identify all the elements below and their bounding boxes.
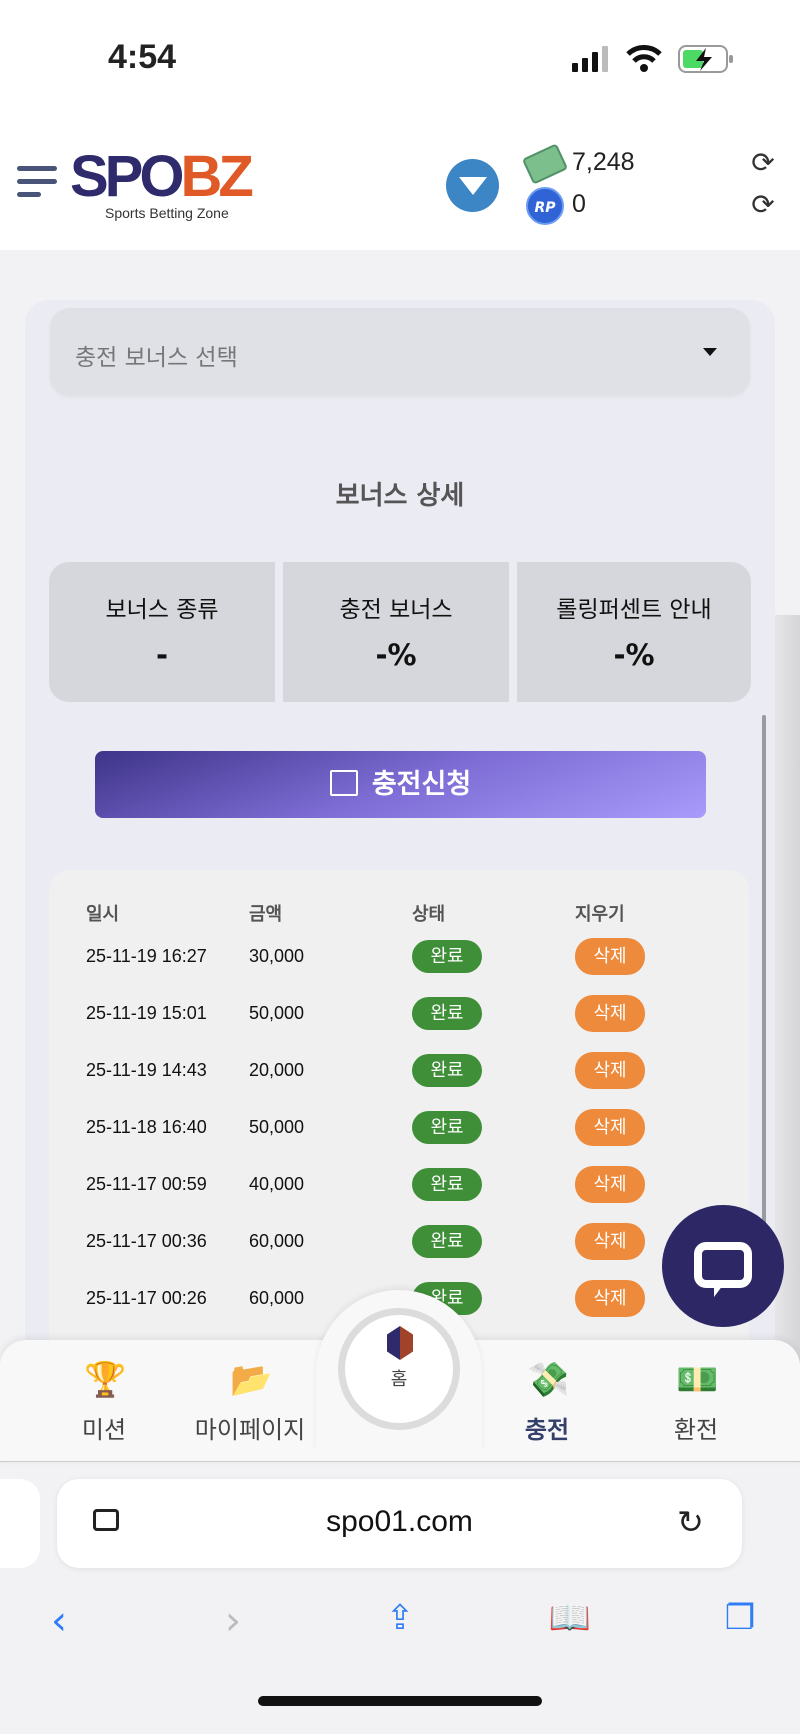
row-date: 25-11-17 00:59 [86, 1174, 207, 1194]
site-logo[interactable]: SPOBZ [70, 144, 254, 209]
folder-icon: 📂 [230, 1360, 273, 1400]
tabs-icon[interactable]: ❐ [724, 1598, 756, 1638]
battery-charging-icon [678, 45, 733, 73]
status-badge: 완료 [412, 997, 482, 1030]
delete-button[interactable]: 삭제 [575, 1280, 645, 1317]
row-amount: 50,000 [249, 1117, 305, 1137]
refresh-rp-icon[interactable]: ⟳ [751, 188, 775, 221]
home-indicator [258, 1696, 542, 1706]
col-header-amount: 금액 [249, 904, 283, 925]
apply-deposit-button[interactable]: 충전신청 [95, 751, 706, 818]
bookmarks-icon[interactable]: 📖 [548, 1598, 592, 1638]
delete-button[interactable]: 삭제 [575, 1223, 645, 1260]
previous-tab-bar[interactable] [0, 1479, 40, 1568]
bonus-type-box: 보너스 종류 - [49, 562, 275, 702]
delete-button[interactable]: 삭제 [575, 1109, 645, 1146]
account-dropdown-button[interactable] [446, 159, 499, 212]
row-date: 25-11-17 00:26 [86, 1288, 207, 1308]
withdraw-icon: 💵 [676, 1360, 719, 1400]
caret-down-icon [703, 348, 717, 356]
background-image [775, 615, 800, 1415]
rolling-percent-box: 롤링퍼센트 안내 -% [517, 562, 751, 702]
box-label: 보너스 종류 [105, 597, 219, 623]
deposit-icon: 💸 [527, 1360, 570, 1400]
col-header-status: 상태 [412, 904, 446, 925]
col-header-date: 일시 [86, 904, 120, 925]
refresh-cash-icon[interactable]: ⟳ [751, 146, 775, 179]
nav-home[interactable]: 홈 [316, 1290, 482, 1452]
row-date: 25-11-18 16:40 [86, 1117, 207, 1137]
status-badge: 완료 [412, 1054, 482, 1087]
address-bar[interactable]: spo01.com ↻ [57, 1479, 742, 1568]
nav-home-label: 홈 [390, 1369, 408, 1390]
nav-mission[interactable]: 🏆 미션 [81, 1360, 127, 1444]
bonus-detail-title: 보너스 상세 [335, 481, 465, 511]
bonus-select[interactable]: 충전 보너스 선택 [50, 308, 750, 395]
box-label: 롤링퍼센트 안내 [556, 597, 712, 623]
nav-deposit[interactable]: 💸 충전 [524, 1360, 570, 1444]
cash-balance: 7,248 [572, 148, 635, 176]
page-menu-icon[interactable] [93, 1509, 119, 1531]
row-amount: 40,000 [249, 1174, 305, 1194]
status-bar: 4:54 [0, 0, 800, 120]
row-date: 25-11-19 16:27 [86, 946, 207, 966]
site-header [0, 120, 800, 250]
row-amount: 50,000 [249, 1003, 305, 1023]
share-icon[interactable]: ⇪ [385, 1598, 415, 1638]
status-badge: 완료 [412, 1168, 482, 1201]
row-amount: 60,000 [249, 1288, 305, 1308]
status-badge: 완료 [412, 940, 482, 973]
rp-balance: 0 [572, 190, 586, 218]
reload-icon[interactable]: ↻ [677, 1503, 704, 1541]
delete-button[interactable]: 삭제 [575, 938, 645, 975]
trophy-icon: 🏆 [84, 1360, 127, 1400]
thumbs-up-icon [329, 770, 358, 796]
live-chat-button[interactable] [662, 1205, 784, 1327]
row-date: 25-11-19 14:43 [86, 1060, 207, 1080]
box-value: - [155, 638, 169, 672]
box-value: -% [375, 638, 417, 672]
delete-button[interactable]: 삭제 [575, 1166, 645, 1203]
row-date: 25-11-19 15:01 [86, 1003, 207, 1023]
status-badge: 완료 [412, 1225, 482, 1258]
wifi-icon [626, 45, 662, 72]
row-amount: 20,000 [249, 1060, 305, 1080]
url-text: spo01.com [326, 1505, 473, 1538]
box-value: -% [613, 638, 655, 672]
chat-bubble-icon [694, 1242, 752, 1288]
rp-coin-icon: RP [526, 187, 564, 225]
deposit-bonus-box: 충전 보너스 -% [283, 562, 509, 702]
delete-button[interactable]: 삭제 [575, 995, 645, 1032]
forward-icon[interactable]: › [225, 1598, 241, 1644]
row-amount: 60,000 [249, 1231, 305, 1251]
apply-deposit-label: 충전신청 [371, 769, 472, 800]
bonus-select-placeholder: 충전 보너스 선택 [75, 345, 238, 371]
box-label: 충전 보너스 [339, 597, 453, 623]
nav-withdraw[interactable]: 💵 환전 [673, 1360, 719, 1444]
signal-icon [572, 46, 608, 72]
clock: 4:54 [108, 38, 177, 76]
row-amount: 30,000 [249, 946, 305, 966]
col-header-delete: 지우기 [575, 904, 625, 925]
status-badge: 완료 [412, 1111, 482, 1144]
scrollbar[interactable] [762, 715, 766, 1305]
row-date: 25-11-17 00:36 [86, 1231, 207, 1251]
nav-mypage[interactable]: 📂 마이페이지 [194, 1360, 306, 1444]
logo-tagline: Sports Betting Zone [105, 205, 229, 221]
back-icon[interactable]: ‹ [51, 1598, 67, 1644]
delete-button[interactable]: 삭제 [575, 1052, 645, 1089]
home-logo-icon [387, 1326, 413, 1360]
browser-toolbar: ‹ › ⇪ 📖 ❐ [0, 1580, 800, 1734]
